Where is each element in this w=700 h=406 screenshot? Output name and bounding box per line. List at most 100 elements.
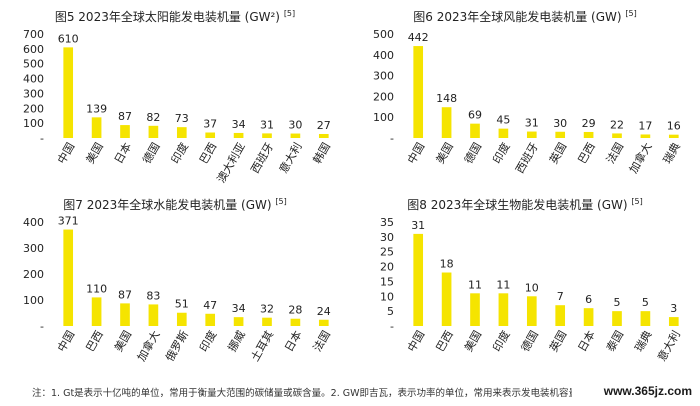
y-tick-label: 200: [373, 90, 394, 103]
category-label: 巴西: [434, 329, 456, 355]
y-tick-label: -: [390, 132, 394, 145]
data-label: 3: [670, 302, 677, 315]
category-label: 西班牙: [513, 141, 541, 176]
bar: [413, 46, 424, 139]
data-label: 45: [496, 114, 510, 127]
category-label: 加拿大: [134, 328, 163, 364]
y-tick-label: 700: [23, 28, 44, 41]
y-tick-label: 500: [373, 28, 394, 41]
chart-svg: 图7 2023年全球水能发电装机量 (GW) [5] 400 300 200 100 - 3…: [23, 197, 333, 364]
category-label: 法国: [603, 140, 626, 166]
category-label: 德国: [461, 140, 484, 166]
data-label: 34: [232, 302, 246, 315]
data-label: 16: [667, 120, 681, 133]
category-label: 巴西: [197, 141, 219, 167]
data-label: 47: [203, 299, 217, 312]
category-label: 瑞典: [660, 140, 683, 166]
data-label: 83: [146, 289, 160, 302]
chart-hydro: 图7 2023年全球水能发电装机量 (GW) [5] 400 300 200 100 - 3…: [0, 188, 350, 376]
chart-solar: 图5 2023年全球太阳能发电装机量 (GW²) [5] 700 600 500 400…: [0, 0, 350, 188]
data-label: 5: [614, 296, 621, 309]
bar: [176, 312, 187, 326]
y-tick-label: 20: [380, 261, 394, 274]
data-label: 110: [86, 282, 107, 295]
bar: [176, 127, 187, 138]
bar: [583, 131, 594, 138]
category-label: 日本: [281, 328, 304, 354]
data-label: 32: [260, 303, 274, 316]
category-label: 中国: [405, 329, 427, 355]
bar: [583, 308, 594, 326]
y-tick-label: 300: [23, 87, 44, 100]
bar: [91, 297, 102, 326]
data-label: 69: [468, 109, 482, 122]
y-tick-label: 200: [23, 102, 44, 115]
data-label: 51: [175, 298, 189, 311]
category-label: 印度: [196, 328, 219, 354]
category-label: 美国: [112, 329, 134, 355]
category-label: 瑞典: [631, 328, 654, 354]
chart-svg: 图5 2023年全球太阳能发电装机量 (GW²) [5] 700 600 500 400…: [23, 9, 333, 185]
y-tick-label: 25: [380, 246, 394, 259]
chart-wind: 图6 2023年全球风能发电装机量 (GW) [5] 500 400 300 200 10…: [350, 0, 700, 188]
category-label: 韩国: [310, 140, 333, 166]
bar: [555, 305, 566, 326]
category-label: 英国: [546, 328, 569, 354]
bar: [120, 303, 130, 326]
y-tick-label: 400: [23, 216, 44, 229]
category-label: 美国: [434, 141, 456, 167]
bar: [612, 311, 622, 326]
chart-title: 图7 2023年全球水能发电装机量 (GW) [5]: [63, 197, 287, 212]
data-label: 30: [553, 117, 567, 130]
data-label: 148: [436, 92, 457, 105]
bar: [640, 311, 651, 326]
data-label: 22: [610, 118, 624, 131]
data-label: 5: [642, 296, 649, 309]
y-tick-label: -: [40, 320, 44, 333]
bar: [668, 317, 679, 326]
bar: [120, 125, 130, 138]
data-label: 28: [288, 304, 302, 317]
category-label: 巴西: [84, 329, 106, 355]
data-label: 31: [411, 219, 425, 232]
y-tick-label: 400: [373, 49, 394, 62]
bar: [498, 128, 509, 138]
y-tick-label: 300: [23, 242, 44, 255]
category-label: 法国: [310, 328, 333, 354]
y-tick-label: 100: [23, 294, 44, 307]
category-label: 俄罗斯: [163, 329, 191, 364]
bar: [318, 133, 329, 138]
bar: [526, 296, 537, 326]
data-label: 17: [638, 119, 652, 132]
watermark: www.365jz.com: [603, 384, 692, 398]
bar: [470, 293, 480, 326]
data-label: 29: [582, 117, 596, 130]
bar: [233, 132, 244, 138]
category-label: 中国: [55, 329, 77, 355]
data-label: 442: [408, 31, 429, 44]
category-label: 印度: [489, 328, 512, 354]
data-label: 31: [260, 118, 274, 131]
chart-bio: 图8 2023年全球生物能发电装机量 (GW) [5] 35 30 25 20 15 10 5…: [350, 188, 700, 376]
data-label: 34: [232, 118, 246, 131]
bar: [668, 134, 679, 138]
category-label: 美国: [462, 329, 484, 355]
category-label: 德国: [139, 140, 162, 166]
bar: [612, 133, 622, 138]
data-label: 82: [146, 111, 160, 124]
bar: [205, 313, 216, 326]
y-tick-label: -: [40, 132, 44, 145]
y-tick-label: 10: [380, 290, 394, 303]
data-label: 31: [525, 117, 539, 130]
category-label: 印度: [168, 140, 191, 166]
category-label: 土耳其: [248, 329, 276, 364]
bar: [63, 47, 74, 138]
bar: [91, 117, 102, 138]
y-tick-label: 30: [380, 231, 394, 244]
bar: [441, 272, 452, 326]
data-label: 139: [86, 102, 107, 115]
data-label: 73: [175, 112, 189, 125]
chart-svg: 图6 2023年全球风能发电装机量 (GW) [5] 500 400 300 200 10…: [373, 9, 683, 176]
data-label: 27: [317, 119, 331, 132]
bar: [205, 132, 216, 138]
